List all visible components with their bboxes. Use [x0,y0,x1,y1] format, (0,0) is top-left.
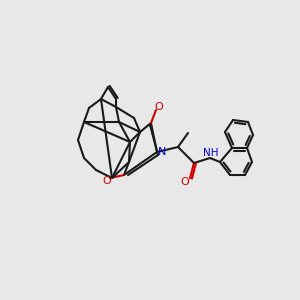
Text: O: O [181,177,189,187]
Text: NH: NH [203,148,219,158]
Text: O: O [103,176,111,186]
Text: O: O [154,102,164,112]
Text: N: N [158,147,166,157]
